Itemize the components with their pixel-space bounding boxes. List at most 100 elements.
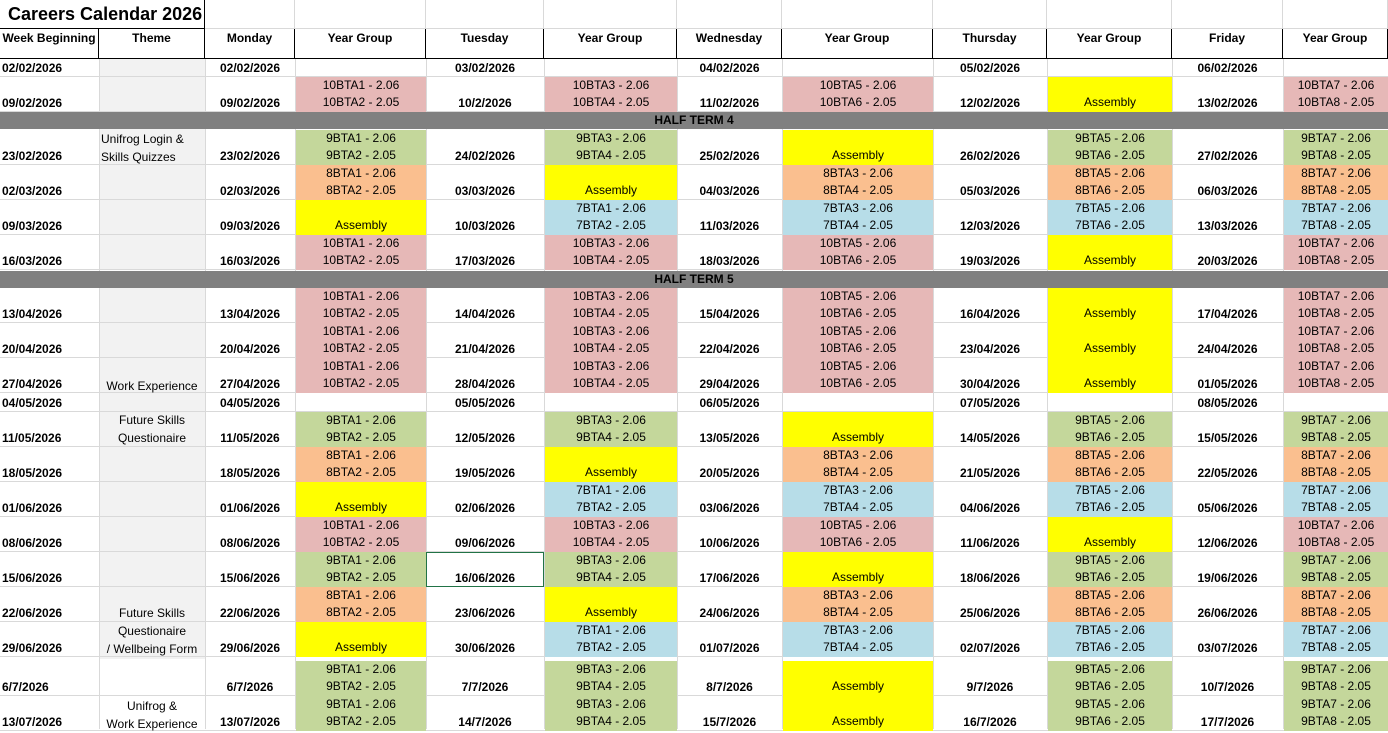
year-group-cell[interactable]: 10BTA5 - 2.06 10BTA6 - 2.05 <box>783 288 933 323</box>
thursday-date[interactable]: 19/03/2026 <box>959 254 1021 268</box>
tuesday-date[interactable]: 28/04/2026 <box>454 377 516 391</box>
week-beginning-cell[interactable]: 09/02/2026 <box>2 96 63 110</box>
year-group-cell[interactable]: 10BTA5 - 2.06 10BTA6 - 2.05 <box>783 517 933 552</box>
header-week-beginning[interactable]: Week Beginning <box>0 29 99 59</box>
wednesday-date[interactable]: 20/05/2026 <box>699 466 760 480</box>
tuesday-date[interactable]: 30/06/2026 <box>454 641 516 655</box>
year-group-cell[interactable]: Assembly <box>296 622 426 657</box>
year-group-cell[interactable]: 7BTA5 - 2.06 7BTA6 - 2.05 <box>1048 622 1172 657</box>
year-group-cell[interactable]: 10BTA5 - 2.06 10BTA6 - 2.05 <box>783 77 933 112</box>
year-group-cell[interactable]: 9BTA1 - 2.06 9BTA2 - 2.05 <box>296 661 426 696</box>
year-group-cell[interactable]: 9BTA5 - 2.06 9BTA6 - 2.05 <box>1048 412 1172 447</box>
year-group-cell[interactable]: Assembly <box>783 552 933 587</box>
monday-date[interactable]: 13/04/2026 <box>219 307 281 321</box>
wednesday-date[interactable]: 04/02/2026 <box>699 61 760 75</box>
friday-date[interactable]: 06/02/2026 <box>1197 61 1258 75</box>
header-year-group-thu[interactable]: Year Group <box>1047 29 1172 59</box>
tuesday-date[interactable]: 19/05/2026 <box>454 466 516 480</box>
year-group-cell[interactable]: 7BTA3 - 2.06 7BTA4 - 2.05 <box>783 622 933 657</box>
year-group-cell[interactable]: Assembly <box>1048 77 1172 112</box>
friday-date[interactable]: 19/06/2026 <box>1197 571 1258 585</box>
year-group-cell[interactable]: 9BTA3 - 2.06 9BTA4 - 2.05 <box>545 661 677 696</box>
monday-date[interactable]: 18/05/2026 <box>219 466 281 480</box>
week-beginning-cell[interactable]: 29/06/2026 <box>2 641 63 655</box>
thursday-date[interactable]: 05/02/2026 <box>959 61 1021 75</box>
year-group-cell[interactable]: 9BTA7 - 2.06 9BTA8 - 2.05 <box>1284 552 1388 587</box>
year-group-cell[interactable]: 8BTA7 - 2.06 8BTA8 - 2.05 <box>1284 165 1388 200</box>
year-group-cell[interactable]: 10BTA5 - 2.06 10BTA6 - 2.05 <box>783 323 933 358</box>
year-group-cell[interactable]: 7BTA3 - 2.06 7BTA4 - 2.05 <box>783 200 933 235</box>
year-group-cell[interactable]: 9BTA3 - 2.06 9BTA4 - 2.05 <box>545 696 677 731</box>
tuesday-date[interactable]: 09/06/2026 <box>454 536 516 550</box>
friday-date[interactable]: 13/03/2026 <box>1197 219 1258 233</box>
year-group-cell[interactable]: Assembly <box>545 165 677 200</box>
year-group-cell[interactable]: 7BTA3 - 2.06 7BTA4 - 2.05 <box>783 482 933 517</box>
tuesday-date[interactable]: 10/03/2026 <box>454 219 516 233</box>
monday-date[interactable]: 22/06/2026 <box>219 606 281 620</box>
year-group-cell[interactable]: 9BTA3 - 2.06 9BTA4 - 2.05 <box>545 130 677 165</box>
tuesday-date[interactable]: 12/05/2026 <box>454 431 516 445</box>
header-monday[interactable]: Monday <box>205 29 295 59</box>
thursday-date[interactable]: 9/7/2026 <box>966 680 1014 694</box>
year-group-cell[interactable]: 10BTA3 - 2.06 10BTA4 - 2.05 <box>545 323 677 358</box>
friday-date[interactable]: 24/04/2026 <box>1197 342 1258 356</box>
half-term-band[interactable]: HALF TERM 5 <box>0 271 1388 288</box>
friday-date[interactable]: 05/06/2026 <box>1197 501 1258 515</box>
year-group-cell[interactable]: 9BTA3 - 2.06 9BTA4 - 2.05 <box>545 552 677 587</box>
monday-date[interactable]: 02/03/2026 <box>219 184 281 198</box>
tuesday-date[interactable]: 23/06/2026 <box>454 606 516 620</box>
thursday-date[interactable]: 30/04/2026 <box>959 377 1021 391</box>
week-beginning-cell[interactable]: 09/03/2026 <box>2 219 63 233</box>
monday-date[interactable]: 01/06/2026 <box>219 501 281 515</box>
year-group-cell[interactable]: 10BTA3 - 2.06 10BTA4 - 2.05 <box>545 517 677 552</box>
tuesday-date[interactable]: 16/06/2026 <box>454 571 516 585</box>
year-group-cell[interactable]: 7BTA7 - 2.06 7BTA8 - 2.05 <box>1284 482 1388 517</box>
year-group-cell[interactable]: Assembly <box>1048 517 1172 552</box>
friday-date[interactable]: 26/06/2026 <box>1197 606 1258 620</box>
year-group-cell[interactable]: 8BTA3 - 2.06 8BTA4 - 2.05 <box>783 447 933 482</box>
year-group-cell[interactable]: 9BTA5 - 2.06 9BTA6 - 2.05 <box>1048 130 1172 165</box>
header-year-group-mon[interactable]: Year Group <box>295 29 426 59</box>
thursday-date[interactable]: 23/04/2026 <box>959 342 1021 356</box>
monday-date[interactable]: 09/03/2026 <box>219 219 281 233</box>
empty-cell[interactable] <box>677 0 782 29</box>
wednesday-date[interactable]: 04/03/2026 <box>699 184 760 198</box>
week-beginning-cell[interactable]: 20/04/2026 <box>2 342 63 356</box>
year-group-cell[interactable]: 9BTA3 - 2.06 9BTA4 - 2.05 <box>545 412 677 447</box>
header-tuesday[interactable]: Tuesday <box>426 29 544 59</box>
year-group-cell[interactable]: Assembly <box>1048 358 1172 393</box>
week-beginning-cell[interactable]: 16/03/2026 <box>2 254 63 268</box>
year-group-cell[interactable]: Assembly <box>1048 235 1172 270</box>
monday-date[interactable]: 16/03/2026 <box>219 254 281 268</box>
monday-date[interactable]: 13/07/2026 <box>219 715 281 729</box>
monday-date[interactable]: 23/02/2026 <box>219 149 281 163</box>
monday-date[interactable]: 15/06/2026 <box>219 571 281 585</box>
year-group-cell[interactable]: 10BTA3 - 2.06 10BTA4 - 2.05 <box>545 358 677 393</box>
year-group-cell[interactable]: 7BTA1 - 2.06 7BTA2 - 2.05 <box>545 622 677 657</box>
empty-cell[interactable] <box>1172 0 1283 29</box>
wednesday-date[interactable]: 03/06/2026 <box>699 501 760 515</box>
wednesday-date[interactable]: 15/7/2026 <box>702 715 757 729</box>
monday-date[interactable]: 04/05/2026 <box>219 396 281 410</box>
week-beginning-cell[interactable]: 04/05/2026 <box>2 396 63 410</box>
year-group-cell[interactable]: 9BTA1 - 2.06 9BTA2 - 2.05 <box>296 412 426 447</box>
year-group-cell[interactable]: 10BTA3 - 2.06 10BTA4 - 2.05 <box>545 235 677 270</box>
week-beginning-cell[interactable]: 11/05/2026 <box>2 431 62 445</box>
wednesday-date[interactable]: 11/02/2026 <box>699 96 760 110</box>
friday-date[interactable]: 22/05/2026 <box>1197 466 1258 480</box>
week-beginning-cell[interactable]: 13/04/2026 <box>2 307 63 321</box>
year-group-cell[interactable]: 7BTA1 - 2.06 7BTA2 - 2.05 <box>545 482 677 517</box>
tuesday-date[interactable]: 05/05/2026 <box>454 396 516 410</box>
week-beginning-cell[interactable]: 02/03/2026 <box>2 184 63 198</box>
year-group-cell[interactable]: 8BTA1 - 2.06 8BTA2 - 2.05 <box>296 587 426 622</box>
year-group-cell[interactable]: 10BTA1 - 2.06 10BTA2 - 2.05 <box>296 323 426 358</box>
year-group-cell[interactable]: 7BTA5 - 2.06 7BTA6 - 2.05 <box>1048 482 1172 517</box>
friday-date[interactable]: 27/02/2026 <box>1197 149 1258 163</box>
year-group-cell[interactable]: Assembly <box>296 482 426 517</box>
year-group-cell[interactable]: 10BTA5 - 2.06 10BTA6 - 2.05 <box>783 358 933 393</box>
wednesday-date[interactable]: 17/06/2026 <box>699 571 760 585</box>
friday-date[interactable]: 06/03/2026 <box>1197 184 1258 198</box>
tuesday-date[interactable]: 14/04/2026 <box>454 307 516 321</box>
year-group-cell[interactable]: 9BTA5 - 2.06 9BTA6 - 2.05 <box>1048 661 1172 696</box>
year-group-cell[interactable]: 8BTA5 - 2.06 8BTA6 - 2.05 <box>1048 165 1172 200</box>
